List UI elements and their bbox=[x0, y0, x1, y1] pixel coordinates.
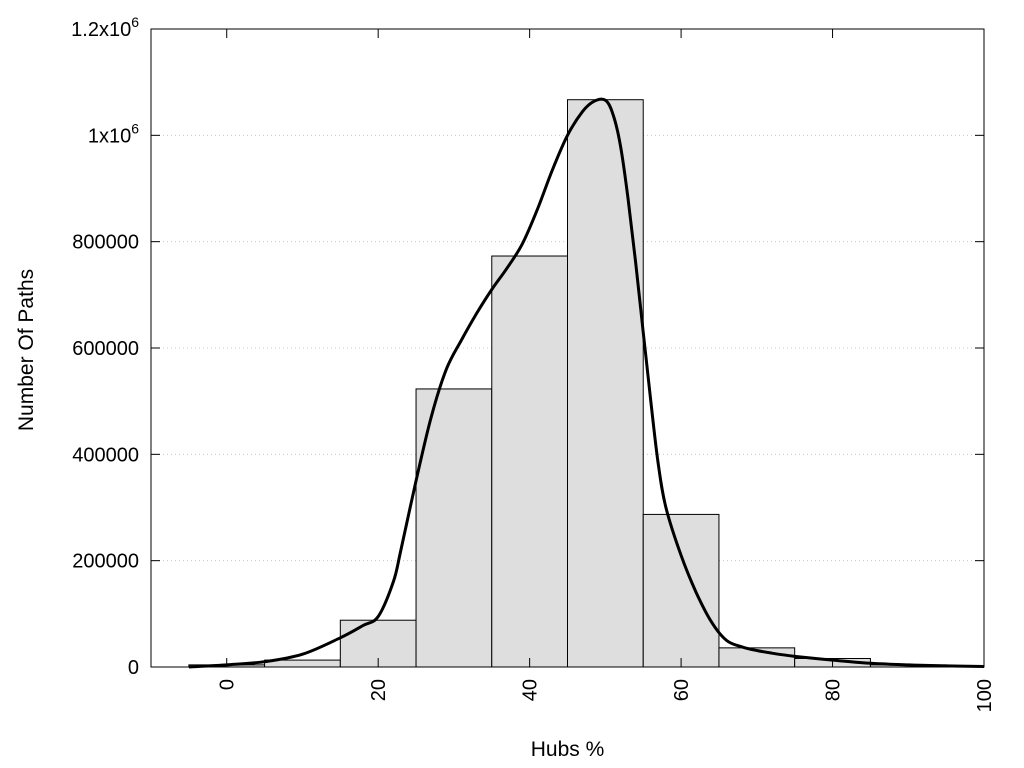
x-tick-label-1: 20 bbox=[368, 679, 390, 701]
y-tick-label-text-6: 1.2x10 bbox=[71, 19, 131, 41]
histogram-bar-5 bbox=[567, 99, 644, 668]
y-tick-label-text-2: 400000 bbox=[72, 444, 139, 466]
y-tick-label-3: 600000 bbox=[72, 338, 139, 360]
y-tick-label-exponent-6: 6 bbox=[131, 14, 139, 30]
x-tick-label-0: 0 bbox=[217, 679, 239, 690]
y-tick-label-2: 400000 bbox=[72, 444, 139, 466]
y-tick-label-text-1: 200000 bbox=[72, 551, 139, 573]
x-tick-label-4: 80 bbox=[823, 679, 845, 701]
x-tick-labels: 0 20 40 60 80 100 bbox=[217, 679, 996, 712]
y-tick-label-text-5: 1x10 bbox=[88, 125, 131, 147]
y-tick-label-5: 1x106 bbox=[88, 120, 139, 147]
y-tick-label-1: 200000 bbox=[72, 551, 139, 573]
y-tick-label-4: 800000 bbox=[72, 232, 139, 254]
y-tick-label-0: 0 bbox=[128, 657, 139, 679]
histogram-bar-6 bbox=[642, 513, 720, 668]
x-tick-label-3: 60 bbox=[671, 679, 693, 701]
histogram-bar-4 bbox=[491, 255, 569, 668]
y-tick-label-text-0: 0 bbox=[128, 657, 139, 679]
y-tick-label-text-3: 600000 bbox=[72, 338, 139, 360]
x-axis-title: Hubs % bbox=[531, 738, 605, 761]
y-axis-title: Number Of Paths bbox=[15, 269, 38, 431]
histogram-bars bbox=[188, 99, 947, 668]
y-tick-label-6: 1.2x106 bbox=[71, 14, 139, 41]
axis-ticks bbox=[151, 28, 985, 668]
y-tick-label-text-4: 800000 bbox=[72, 232, 139, 254]
fit-curve-line bbox=[188, 97, 985, 669]
x-tick-label-5: 100 bbox=[974, 679, 996, 712]
fit-curve-group bbox=[188, 97, 985, 669]
y-tick-label-exponent-5: 6 bbox=[131, 120, 139, 136]
x-tick-label-2: 40 bbox=[520, 679, 542, 701]
